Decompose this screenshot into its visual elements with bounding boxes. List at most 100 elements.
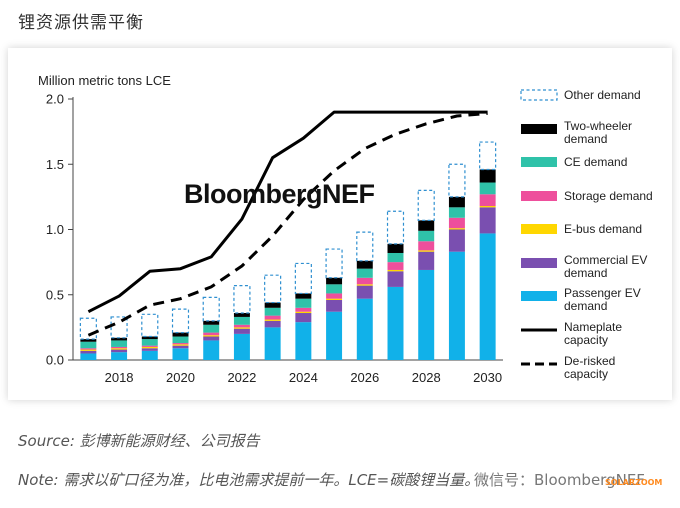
bar-segment-commercial_ev <box>141 348 158 351</box>
legend-label-commercial_ev: Commercial EV demand <box>564 253 647 280</box>
legend-swatch-other <box>520 89 558 101</box>
bar-segment-other <box>233 285 251 314</box>
bar-segment-other <box>141 313 159 338</box>
legend-swatch-ebus <box>521 224 557 234</box>
bar-segment-storage <box>233 324 250 328</box>
bar-segment-other <box>386 210 405 245</box>
bar-segment-passenger_ev <box>326 311 343 360</box>
bar-segment-passenger_ev <box>479 233 496 360</box>
bar-segment-ce <box>264 307 281 316</box>
bar-segment-ce <box>141 339 158 346</box>
x-tick-label: 2022 <box>227 370 256 385</box>
bar-segment-ebus <box>479 206 496 208</box>
bar-segment-storage <box>326 293 343 299</box>
bar-segment-ce <box>203 324 220 333</box>
bar-segment-storage <box>141 345 158 347</box>
watermark-logo: SOLARZOOM <box>605 478 663 487</box>
bar-segment-ce <box>233 316 250 325</box>
bar-segment-two_wheeler <box>418 220 435 231</box>
bar-segment-commercial_ev <box>418 251 435 270</box>
bar-segment-two_wheeler <box>387 243 404 253</box>
y-tick-label: 2.0 <box>46 92 64 107</box>
bar-segment-ce <box>111 340 128 347</box>
bar-segment-two_wheeler <box>111 337 128 341</box>
bar-segment-passenger_ev <box>387 286 404 360</box>
y-tick-label: 0.5 <box>46 287 64 302</box>
bar-segment-other <box>325 248 343 279</box>
bar-segment-two_wheeler <box>80 339 97 342</box>
line-nameplate <box>87 110 488 314</box>
bar-segment-commercial_ev <box>233 328 250 334</box>
lithium-balance-chart: Million metric tons LCE 0.0 0.5 1.0 1.5 2.0 20… <box>38 73 653 385</box>
bar-segment-storage <box>479 194 496 207</box>
bar-segment-commercial_ev <box>264 320 281 328</box>
x-tick-label: 2018 <box>105 370 134 385</box>
bar-segment-ebus <box>141 346 158 349</box>
legend-label-passenger_ev: Passenger EV demand <box>564 286 641 313</box>
legend-label-nameplate: Nameplate capacity <box>564 320 622 347</box>
legend-label-derisked: De-risked capacity <box>564 354 615 381</box>
bar-segment-two_wheeler <box>326 277 343 285</box>
bar-segment-commercial_ev <box>448 229 465 252</box>
y-tick-label: 1.0 <box>46 222 64 237</box>
bar-segment-storage <box>356 277 373 285</box>
bar-segment-storage <box>80 348 97 350</box>
bar-segment-ebus <box>326 298 343 300</box>
bar-segment-other <box>202 296 220 322</box>
bar-segment-two_wheeler <box>172 332 189 337</box>
bar-segment-ebus <box>387 269 404 272</box>
source-line: Source: 彭博新能源财经、公司报告 <box>18 432 260 450</box>
bar-segment-other <box>417 189 435 221</box>
bar-segment-ce <box>80 341 97 349</box>
bar-segment-commercial_ev <box>479 207 496 234</box>
bar-segment-ce <box>387 252 404 263</box>
bar-segment-ebus <box>418 250 435 252</box>
legend-swatch-passenger_ev <box>521 291 557 301</box>
bar-segment-ebus <box>172 344 189 346</box>
bar-segment-ebus <box>111 348 128 350</box>
x-tick-label: 2024 <box>289 370 318 385</box>
bar-segment-commercial_ev <box>326 299 343 312</box>
bar-segment-other <box>171 308 190 334</box>
bar-segment-ebus <box>264 319 281 321</box>
bar-segment-two_wheeler <box>203 320 220 325</box>
bar-segment-ebus <box>233 327 250 329</box>
bar-segment-commercial_ev <box>80 350 97 354</box>
legend-swatch-two_wheeler <box>521 124 557 134</box>
bar-segment-storage <box>172 343 189 345</box>
bar-segment-storage <box>418 241 435 251</box>
y-tick-label: 0.0 <box>46 353 64 368</box>
legend-swatch-ce <box>521 157 557 167</box>
bar-segment-two_wheeler <box>356 260 373 269</box>
bar-segment-ce <box>326 284 343 294</box>
legend-swatch-storage <box>521 191 557 201</box>
legend-swatch-commercial_ev <box>521 258 557 268</box>
bar-segment-storage <box>295 307 312 312</box>
bar-segment-storage <box>111 346 128 349</box>
bar-segment-ebus <box>295 311 312 314</box>
bar-segment-passenger_ev <box>80 353 97 360</box>
y-tick-label: 1.5 <box>46 157 64 172</box>
bar-segment-commercial_ev <box>356 285 373 299</box>
legend-label-two_wheeler: Two-wheeler demand <box>564 119 632 146</box>
bar-segment-ebus <box>356 284 373 286</box>
bar-segment-other <box>479 141 497 171</box>
y-axis-title: Million metric tons LCE <box>38 73 171 88</box>
bar-segment-passenger_ev <box>295 322 312 360</box>
bar-segment-storage <box>448 217 465 229</box>
bar-segment-two_wheeler <box>448 196 465 208</box>
bar-segment-other <box>264 274 282 304</box>
bar-segment-passenger_ev <box>448 251 465 360</box>
bar-segment-other <box>356 231 374 262</box>
bar-segment-passenger_ev <box>356 298 373 360</box>
bar-segment-storage <box>203 332 220 336</box>
bar-segment-two_wheeler <box>141 336 158 340</box>
bar-segment-commercial_ev <box>111 349 128 353</box>
bar-segment-other <box>294 262 312 295</box>
bar-segment-other <box>110 316 128 339</box>
bar-segment-commercial_ev <box>203 336 220 341</box>
bar-segment-commercial_ev <box>387 271 404 287</box>
x-tick-label: 2020 <box>166 370 195 385</box>
legend-label-ce: CE demand <box>564 155 627 169</box>
bar-segment-ce <box>418 230 435 242</box>
